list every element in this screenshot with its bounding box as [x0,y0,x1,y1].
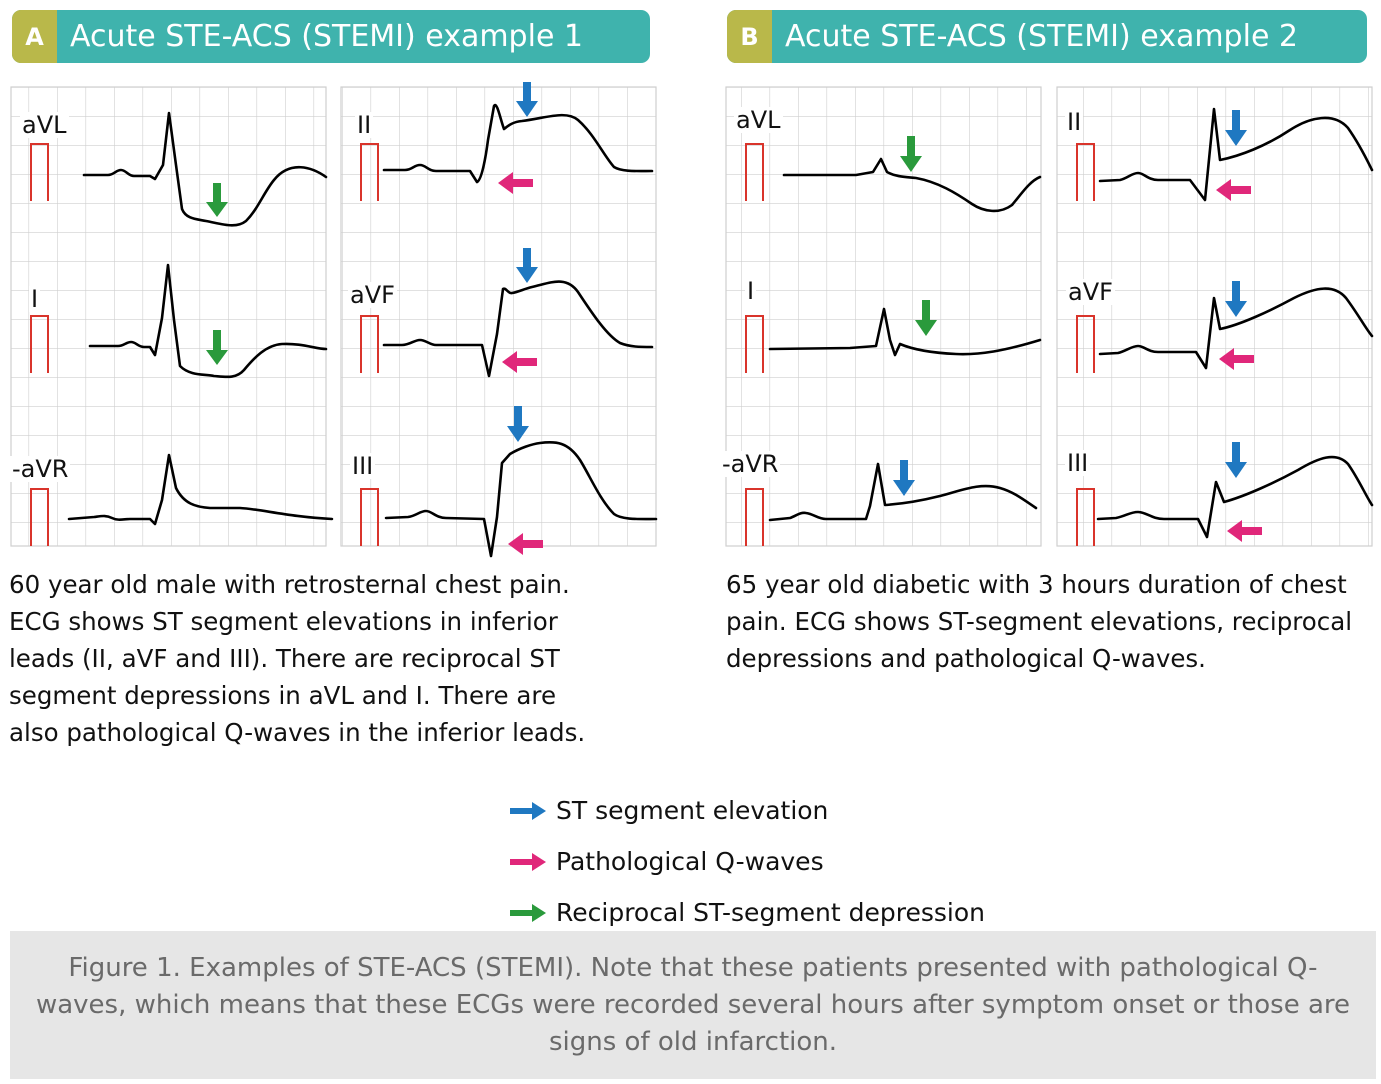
trace-b-iii [1096,455,1374,539]
blue-arrow-icon [510,801,546,820]
legend-label: ST segment elevation [556,796,829,825]
lead-label-b-avf: aVF [1066,278,1115,306]
lead-label-b-avl: aVL [734,106,783,134]
q-wave-arrows [498,172,1262,555]
calibration-pulse [30,315,49,373]
lead-label-b-ii: II [1065,108,1084,136]
pink-arrow-icon [1219,348,1254,370]
ecg-grids [10,86,1373,547]
trace-a-iii [384,440,658,558]
trace-b-ii [1098,107,1374,202]
calibration-pulse [1076,488,1095,546]
legend-label: Pathological Q-waves [556,847,824,876]
ecg-traces [67,103,1374,558]
pink-arrow-icon [1227,520,1262,542]
st-depression-arrows [206,136,937,365]
trace-b-i [768,307,1042,357]
panel-b-header: B Acute STE-ACS (STEMI) example 2 [727,10,1367,63]
pink-arrow-icon [508,533,543,555]
trace-a-avl [82,111,328,227]
green-arrow-icon [915,300,937,336]
panel-b-letter: B [727,10,772,63]
blue-arrow-icon [1225,281,1247,317]
lead-label-b-iii: III [1065,449,1091,477]
lead-label-b-avr: -aVR [720,450,781,478]
grid-panel-a-left [10,86,327,547]
blue-arrow-icon [893,460,915,496]
description-line: 65 year old diabetic with 3 hours durati… [726,570,1347,599]
trace-a-i [88,263,328,379]
st-elevation-arrows [507,82,1247,496]
lead-label-b-i: I [745,277,757,305]
panel-b-description: 65 year old diabetic with 3 hours durati… [726,566,1352,677]
green-arrow-icon [206,330,228,365]
calibration-pulse [360,315,379,373]
trace-a-avr [67,453,334,526]
trace-a-ii [382,103,654,184]
description-line: also pathological Q-waves in the inferio… [9,718,586,747]
calibration-pulses [30,143,1095,546]
description-line: 60 year old male with retrosternal chest… [9,570,570,599]
calibration-pulse [745,315,764,373]
trace-b-avr [768,462,1038,522]
lead-label-a-avf: aVF [348,281,397,309]
blue-arrow-icon [516,82,538,117]
green-arrow-icon [510,903,546,922]
panel-a-header: A Acute STE-ACS (STEMI) example 1 [12,10,650,63]
description-line: segment depressions in aVL and I. There … [9,681,557,710]
legend-st-elevation: ST segment elevation [508,796,828,825]
blue-arrow-icon [507,406,529,442]
pink-arrow-icon [510,852,546,871]
caption-text: Figure 1. Examples of STE-ACS (STEMI). N… [35,952,1351,1057]
lead-label-a-avr: -aVR [10,455,71,483]
blue-arrow-icon [1225,110,1247,146]
ecg-diagram [10,82,1374,558]
description-line: leads (II, aVF and III). There are recip… [9,644,560,673]
trace-b-avf [1098,287,1374,370]
pink-arrow-icon [502,351,537,373]
panel-a-title: Acute STE-ACS (STEMI) example 1 [70,19,584,54]
trace-b-avl [782,157,1042,213]
description-line: pain. ECG shows ST-segment elevations, r… [726,607,1353,636]
calibration-pulse [745,488,764,546]
description-line: depressions and pathological Q-waves. [726,644,1206,673]
legend-q-waves: Pathological Q-waves [508,847,824,876]
panel-a-letter: A [12,10,57,63]
calibration-pulse [1076,315,1095,373]
lead-label-a-i: I [29,285,41,313]
description-line: ECG shows ST segment elevations in infer… [9,607,558,636]
calibration-pulse [1076,143,1095,201]
calibration-pulse [360,143,379,201]
calibration-pulse [360,488,379,546]
lead-label-a-iii: III [350,452,376,480]
calibration-pulse [30,488,49,546]
legend-label: Reciprocal ST-segment depression [556,898,986,927]
grid-panel-b-right [1056,86,1373,547]
panel-b-title: Acute STE-ACS (STEMI) example 2 [785,19,1299,54]
pink-arrow-icon [1216,179,1251,201]
green-arrow-icon [900,136,922,172]
calibration-pulse [745,143,764,201]
legend-st-depression: Reciprocal ST-segment depression [508,898,985,927]
trace-a-avf [382,280,654,378]
blue-arrow-icon [516,248,538,283]
pink-arrow-icon [498,172,533,194]
panel-a-description: 60 year old male with retrosternal chest… [9,566,585,751]
blue-arrow-icon [1225,442,1247,478]
green-arrow-icon [206,183,228,217]
figure-caption: Figure 1. Examples of STE-ACS (STEMI). N… [10,931,1376,1079]
calibration-pulse [30,143,49,201]
lead-label-a-ii: II [355,111,374,139]
lead-label-a-avl: aVL [20,111,69,139]
